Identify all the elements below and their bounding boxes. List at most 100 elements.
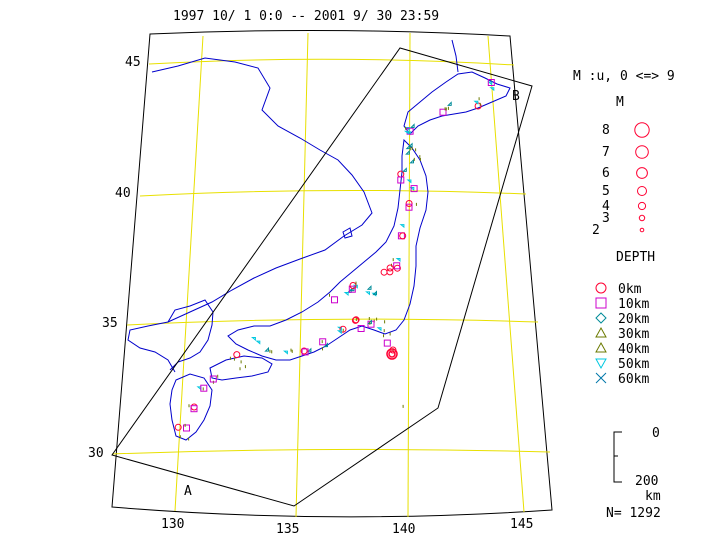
epicenter-symbol	[489, 87, 495, 92]
parallel-45	[148, 58, 515, 66]
depth-label: 30km	[618, 327, 649, 342]
epicenter-symbol	[406, 131, 412, 136]
depth-label: 40km	[618, 342, 649, 357]
epicenter-symbol	[487, 79, 495, 86]
scale-bar-bracket	[613, 431, 622, 483]
epicenter-symbol	[357, 325, 365, 332]
parallel-30	[111, 448, 551, 455]
magnitude-symbol	[637, 186, 647, 196]
lat-label-45: 45	[125, 55, 141, 70]
epicenter-symbol	[409, 123, 415, 129]
depth-label: 10km	[618, 297, 649, 312]
depth-symbol	[595, 372, 607, 384]
epicenter-symbol	[447, 101, 452, 106]
epicenter-symbol	[348, 285, 356, 293]
epicenter-symbol	[209, 375, 217, 383]
epicenter-symbol	[349, 286, 355, 292]
epicenter-symbol	[397, 176, 405, 184]
epicenter-symbol	[200, 384, 208, 392]
epicenter-symbol	[409, 158, 415, 164]
epicenter-symbol	[282, 350, 288, 355]
map-frame	[111, 29, 553, 518]
magnitude-label: 7	[602, 145, 610, 160]
lon-label-135: 135	[276, 522, 299, 537]
graticule	[111, 32, 551, 518]
meridian-130	[174, 35, 204, 512]
scale-bar-bottom-label: 200	[635, 474, 658, 489]
epicenter-symbol	[323, 342, 329, 348]
depth-symbol	[595, 312, 607, 324]
coast-korea	[167, 299, 214, 371]
parallel-35	[126, 318, 539, 326]
depth-symbol	[595, 282, 607, 294]
epicenter-symbol	[405, 203, 413, 211]
depth-label: 20km	[618, 312, 649, 327]
epicenter-symbol	[473, 100, 479, 105]
lon-label-140: 140	[392, 522, 415, 537]
depth-symbol	[595, 297, 607, 309]
depth-legend-heading: DEPTH	[616, 250, 655, 265]
coastlines	[127, 39, 511, 441]
lon-label-145: 145	[510, 517, 533, 532]
epicenter-symbol	[388, 350, 396, 358]
magnitude-symbol	[639, 227, 645, 233]
section-box	[111, 47, 533, 507]
magnitude-label: 4	[602, 199, 610, 214]
depth-label: 60km	[618, 372, 649, 387]
epicenter-symbol	[383, 339, 391, 347]
coast-sakhalin	[451, 39, 459, 73]
epicenter-symbol	[255, 340, 261, 345]
epicenter-symbol	[386, 268, 394, 276]
magnitude-label: 6	[602, 166, 610, 181]
epicenter-symbol	[349, 282, 357, 289]
latitude-labels: 45 40 35 30	[88, 55, 141, 461]
magnitude-label: 5	[602, 184, 610, 199]
magnitude-symbol	[636, 167, 648, 179]
epicenter-symbol	[233, 351, 241, 359]
epicenter-symbol	[376, 327, 382, 332]
epicenter-symbol	[395, 258, 401, 262]
epicenter-symbol	[250, 337, 256, 341]
scale-bar-unit: km	[645, 489, 661, 504]
epicenter-symbol	[405, 200, 413, 207]
lat-label-40: 40	[115, 186, 131, 201]
depth-label: 50km	[618, 357, 649, 372]
epicenter-symbol	[339, 325, 347, 333]
meridian-145	[487, 35, 525, 513]
lat-label-35: 35	[102, 316, 118, 331]
epicenter-symbol	[386, 348, 398, 360]
epicenter-symbol	[174, 423, 182, 431]
depth-symbol	[595, 358, 607, 370]
scale-bar-top-label: 0	[652, 426, 660, 441]
epicenter-symbol	[343, 292, 349, 296]
event-count: N= 1292	[606, 506, 661, 521]
magnitude-legend-subheading: M	[616, 95, 624, 110]
magnitude-symbol	[638, 214, 646, 222]
coast-honshu	[227, 138, 429, 361]
magnitude-symbol	[634, 122, 650, 138]
lat-label-30: 30	[88, 446, 104, 461]
coast-kyushu	[169, 373, 213, 441]
epicenter-symbol	[301, 348, 309, 356]
epicenter-symbol	[399, 224, 405, 229]
coast-sado	[342, 227, 353, 239]
epicenter-symbol	[336, 330, 342, 335]
map-title: 1997 10/ 1 0:0 -- 2001 9/ 30 23:59	[173, 9, 439, 24]
epicenter-symbol	[409, 187, 415, 191]
longitude-labels: 130 135 140 145	[161, 517, 533, 537]
epicenter-symbol	[366, 285, 372, 290]
meridian-135	[295, 32, 309, 518]
epicenter-symbol	[183, 424, 190, 432]
epicenter-symbol	[399, 232, 407, 240]
epicenter-symbol	[300, 347, 308, 355]
epicenter-symbol	[319, 338, 327, 346]
epicenter-symbol	[386, 264, 394, 272]
depth-scale-bar: 0 200 km	[613, 426, 661, 504]
epicenter-symbol	[487, 81, 493, 86]
depth-symbol	[595, 326, 607, 338]
